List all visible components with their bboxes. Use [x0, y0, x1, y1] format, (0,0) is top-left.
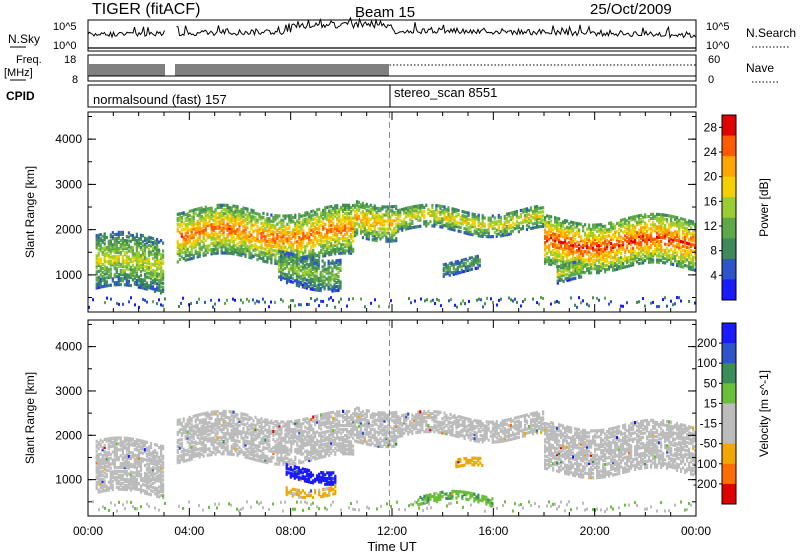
nsearch-tick-low: 10^0	[706, 40, 730, 52]
colorbar-tick: 100	[697, 356, 717, 370]
colorbar-tick: 15	[704, 396, 718, 410]
cpid-segment-2: stereo_scan 8551	[394, 85, 497, 100]
colorbar-tick: -200	[693, 477, 717, 491]
nave-tick-high: 60	[708, 54, 720, 66]
x-axis-label: Time UT	[367, 539, 416, 554]
nsearch-label: N.Search	[746, 26, 796, 40]
colorbar-tick: 8	[710, 244, 717, 258]
cpid-segment-1: normalsound (fast) 157	[93, 92, 227, 107]
y-tick-label: 2000	[55, 223, 82, 237]
x-tick-label: 00:00	[73, 524, 103, 538]
power-panel: 1000 2000 3000 4000 Slant Range [km] 4 8 12 16 20…	[23, 111, 771, 313]
colorbar-tick: -100	[693, 457, 717, 471]
nsearch-tick-high: 10^5	[706, 21, 730, 33]
date-title: 25/Oct/2009	[590, 1, 672, 18]
freq-tick-high: 18	[64, 54, 76, 66]
colorbar-tick: 16	[704, 194, 718, 208]
freq-trace	[88, 64, 696, 77]
echo-cells	[88, 200, 697, 309]
y-axis-label: Slant Range [km]	[23, 166, 37, 258]
y-tick-label: 4000	[55, 340, 82, 354]
colorbar: 4 8 12 16 20 24 28 Power [dB]	[704, 114, 771, 301]
x-tick-label: 04:00	[174, 524, 204, 538]
cpid-label: CPID	[6, 89, 35, 103]
x-tick-label: 20:00	[580, 524, 610, 538]
y-tick-label: 1000	[55, 268, 82, 282]
freq-strip-frame	[87, 54, 697, 82]
nave-tick-low: 0	[708, 74, 714, 86]
nsky-trace	[87, 16, 696, 49]
y-tick-label: 3000	[55, 384, 82, 398]
y-tick-label: 3000	[55, 177, 82, 191]
x-tick-label: 00:00	[681, 524, 711, 538]
colorbar: 200 100 50 15 -15 -50 -100 -200 Velocity [m s^-1…	[693, 322, 771, 505]
freq-tick-low: 8	[72, 74, 78, 86]
colorbar-tick: 12	[704, 219, 718, 233]
nave-label: Nave	[746, 61, 774, 75]
y-axis-label: Slant Range [km]	[23, 372, 37, 464]
colorbar-tick: 50	[704, 376, 718, 390]
colorbar-tick: 200	[697, 336, 717, 350]
beam-title: Beam 15	[355, 4, 415, 21]
y-tick-label: 4000	[55, 132, 82, 146]
colorbar-label: Velocity [m s^-1]	[757, 370, 771, 457]
colorbar-tick: 24	[704, 145, 718, 159]
colorbar-tick: 4	[710, 268, 717, 282]
x-tick-label: 16:00	[478, 524, 508, 538]
colorbar-tick: 28	[704, 120, 718, 134]
x-tick-label: 12:00	[377, 524, 407, 538]
freq-label: Freq.	[16, 54, 42, 66]
colorbar-tick: -15	[700, 417, 718, 431]
nsky-tick-high: 10^5	[53, 21, 77, 33]
velocity-panel: 1000 2000 3000 4000 Slant Range [km] 200 100 50…	[23, 319, 771, 538]
colorbar-tick: -50	[700, 437, 718, 451]
nsky-label: N.Sky	[8, 32, 40, 46]
radar-title: TIGER (fitACF)	[92, 1, 200, 18]
colorbar-tick: 20	[704, 170, 718, 184]
nsky-strip-frame	[87, 19, 697, 52]
freq-unit: [MHz]	[4, 67, 33, 79]
nsky-tick-low: 10^0	[53, 40, 77, 52]
cpid-strip-frame	[87, 84, 697, 108]
colorbar-label: Power [dB]	[757, 178, 771, 237]
y-tick-label: 2000	[55, 428, 82, 442]
y-tick-label: 1000	[55, 473, 82, 487]
x-tick-label: 08:00	[276, 524, 306, 538]
echo-cells	[92, 406, 697, 513]
